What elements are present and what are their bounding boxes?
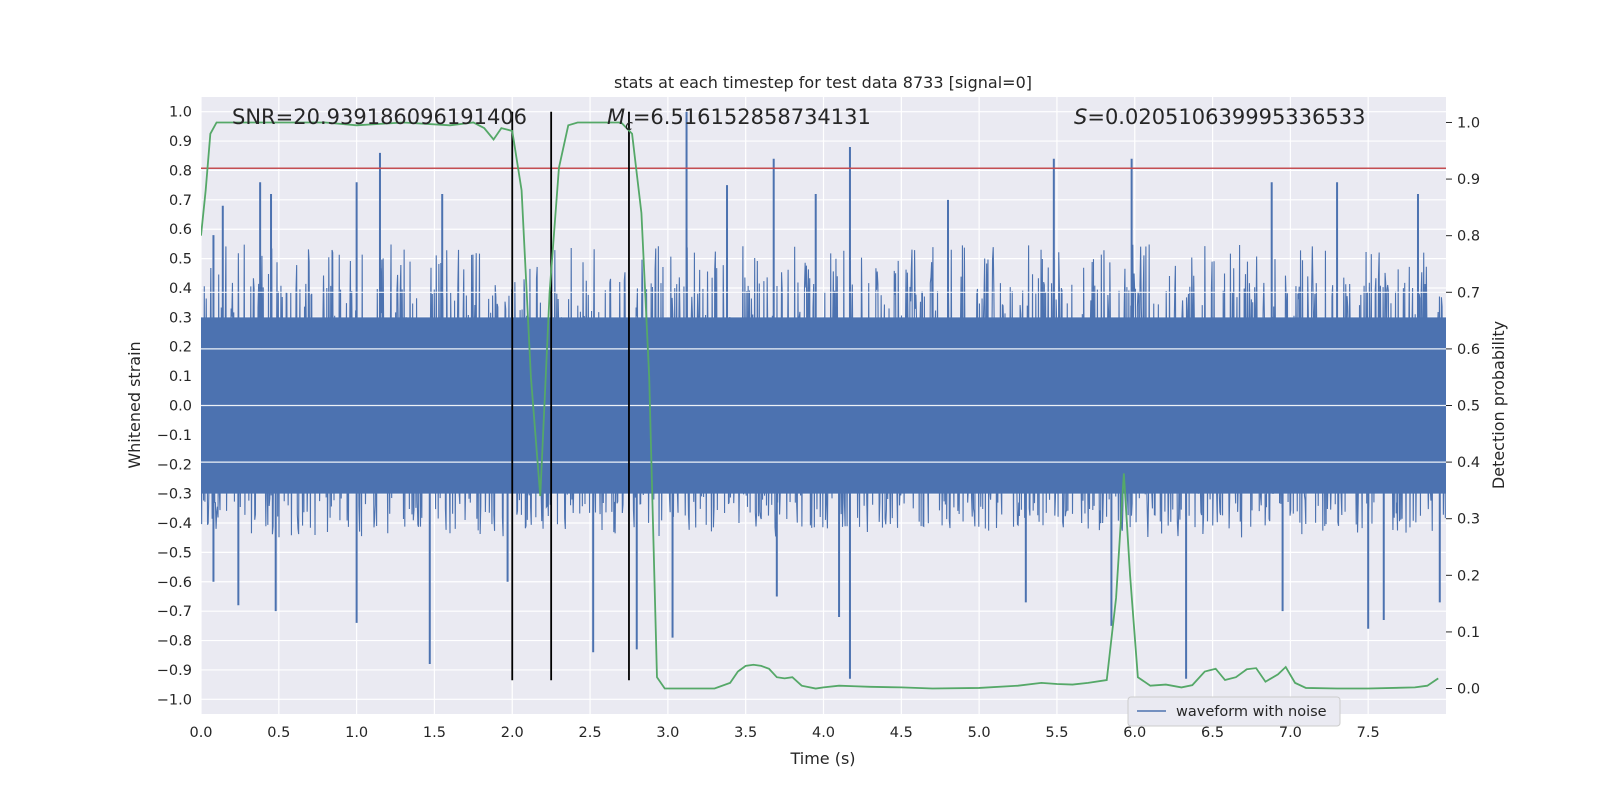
chirp-mass-value: =6.516152858734131 bbox=[633, 105, 871, 129]
legend: waveform with noise bbox=[1127, 696, 1341, 727]
x-tick-label-3: 1.5 bbox=[423, 725, 446, 741]
x-tick-label-9: 4.5 bbox=[890, 725, 913, 741]
x-tick-label-0: 0.0 bbox=[189, 725, 212, 741]
x-axis-label: Time (s) bbox=[789, 749, 855, 768]
y-tick-label-5: −0.5 bbox=[157, 545, 192, 561]
y2-tick-label-9: 0.9 bbox=[1457, 172, 1480, 188]
y-tick-label-19: 0.9 bbox=[169, 134, 192, 150]
s-value: =0.020510639995336533 bbox=[1087, 105, 1365, 129]
waveform-series bbox=[201, 111, 1446, 679]
y-tick-label-16: 0.6 bbox=[169, 222, 192, 238]
y-tick-label-3: −0.7 bbox=[157, 604, 192, 620]
y2-axis-ticks: 0.0 0.1 0.2 0.3 0.4 0.5 0.6 0.7 0.8 0.9 1.0 bbox=[1446, 115, 1480, 698]
y-tick-label-11: 0.1 bbox=[169, 369, 192, 385]
y-tick-label-13: 0.3 bbox=[169, 310, 192, 326]
chart-title: stats at each timestep for test data 873… bbox=[614, 73, 1032, 92]
probability-line bbox=[201, 121, 1439, 690]
x-tick-label-14: 7.0 bbox=[1279, 725, 1302, 741]
x-axis-ticks: 0.0 0.5 1.0 1.5 2.0 2.5 3.0 3.5 4.0 4.5 5.0 5.5 6.0 6… bbox=[189, 725, 1379, 741]
x-tick-label-2: 1.0 bbox=[345, 725, 368, 741]
y-tick-label-10: 0.0 bbox=[169, 399, 192, 415]
y-tick-label-17: 0.7 bbox=[169, 193, 192, 209]
s-annotation: S=0.020510639995336533 bbox=[1074, 105, 1365, 129]
y-tick-label-15: 0.5 bbox=[169, 252, 192, 268]
y-tick-label-2: −0.8 bbox=[157, 634, 192, 650]
y-tick-label-0: −1.0 bbox=[157, 692, 192, 708]
snr-annotation: SNR=20.939186096191406 bbox=[232, 105, 527, 129]
x-tick-label-15: 7.5 bbox=[1357, 725, 1380, 741]
y2-tick-label-5: 0.5 bbox=[1457, 399, 1480, 415]
x-tick-label-6: 3.0 bbox=[656, 725, 679, 741]
y2-tick-label-0: 0.0 bbox=[1457, 682, 1480, 698]
x-tick-label-11: 5.5 bbox=[1045, 725, 1068, 741]
y-tick-label-14: 0.4 bbox=[169, 281, 192, 297]
x-tick-label-10: 5.0 bbox=[968, 725, 991, 741]
y2-tick-label-4: 0.4 bbox=[1457, 455, 1480, 471]
y2-axis-label: Detection probability bbox=[1489, 321, 1508, 489]
y-tick-label-6: −0.4 bbox=[157, 516, 192, 532]
y-tick-label-7: −0.3 bbox=[157, 487, 192, 503]
y-axis-label: Whitened strain bbox=[125, 341, 144, 468]
y2-tick-label-1: 0.1 bbox=[1457, 625, 1480, 641]
x-tick-label-8: 4.0 bbox=[812, 725, 835, 741]
chirp-mass-annotation: Mc=6.516152858734131 bbox=[607, 105, 871, 134]
y-tick-label-20: 1.0 bbox=[169, 105, 192, 121]
vertical-markers bbox=[511, 111, 630, 681]
legend-entry-waveform: waveform with noise bbox=[1176, 704, 1327, 720]
x-tick-label-7: 3.5 bbox=[734, 725, 757, 741]
y2-tick-label-2: 0.2 bbox=[1457, 568, 1480, 584]
legend-box bbox=[1127, 696, 1341, 727]
y2-tick-label-10: 1.0 bbox=[1457, 115, 1480, 131]
y2-tick-label-6: 0.6 bbox=[1457, 342, 1480, 358]
s-symbol: S bbox=[1074, 105, 1087, 129]
y-tick-label-9: −0.1 bbox=[157, 428, 192, 444]
y2-tick-label-8: 0.8 bbox=[1457, 229, 1480, 245]
y-tick-label-18: 0.8 bbox=[169, 163, 192, 179]
y-tick-label-4: −0.6 bbox=[157, 575, 192, 591]
x-tick-label-5: 2.5 bbox=[579, 725, 602, 741]
y-tick-label-8: −0.2 bbox=[157, 457, 192, 473]
y-tick-label-1: −0.9 bbox=[157, 663, 192, 679]
y2-tick-label-3: 0.3 bbox=[1457, 512, 1480, 528]
x-tick-label-4: 2.0 bbox=[501, 725, 524, 741]
probability-series bbox=[201, 121, 1439, 690]
y2-tick-label-7: 0.7 bbox=[1457, 285, 1480, 301]
x-tick-label-13: 6.5 bbox=[1201, 725, 1224, 741]
y-tick-label-12: 0.2 bbox=[169, 340, 192, 356]
y-axis-ticks: −1.0 −0.9 −0.8 −0.7 −0.6 −0.5 −0.4 −0.3 −0.2 −0.1… bbox=[157, 105, 192, 709]
x-tick-label-1: 0.5 bbox=[267, 725, 290, 741]
chirp-mass-subscript: c bbox=[625, 118, 633, 134]
x-tick-label-12: 6.0 bbox=[1123, 725, 1146, 741]
chirp-mass-symbol: M bbox=[607, 105, 625, 129]
